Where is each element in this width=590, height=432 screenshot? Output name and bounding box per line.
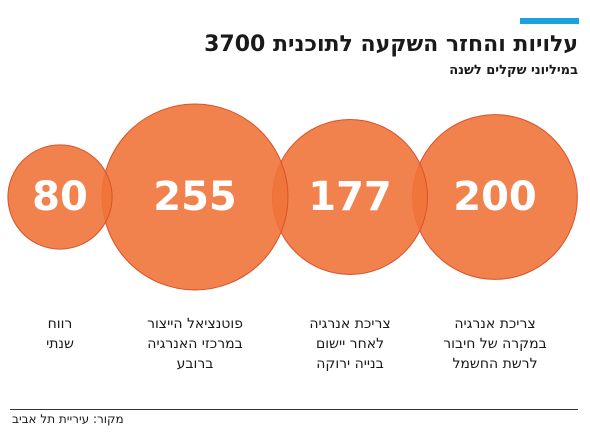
value-label-4: 80 [32, 174, 88, 220]
bubble-chart: 200 177 255 80 [7, 103, 578, 291]
accent-bar [520, 18, 579, 24]
chart-subtitle: במיליוני שקלים לשנה [449, 63, 578, 78]
value-label-2: 177 [308, 174, 392, 220]
bubble-4 [7, 144, 113, 250]
category-label-4: רווח שנתי [46, 316, 74, 352]
value-label-3: 255 [153, 174, 237, 220]
category-label-1: צריכת אנרגיה במקרה של חיבור לרשת החשמל [443, 316, 547, 372]
category-label-2: צריכת אנרגיה לאחר יישום בנייה ירוקה [309, 316, 391, 372]
source-note: מקור: עיריית תל אביב [12, 412, 124, 426]
chart-title: עלויות והחזר השקעה לתוכנית 3700 [204, 32, 578, 57]
value-label-1: 200 [453, 174, 537, 220]
footer-rule [10, 409, 578, 410]
category-label-3: פוטנציאל הייצור במרכזי האנרגיה ברובע [147, 316, 243, 372]
